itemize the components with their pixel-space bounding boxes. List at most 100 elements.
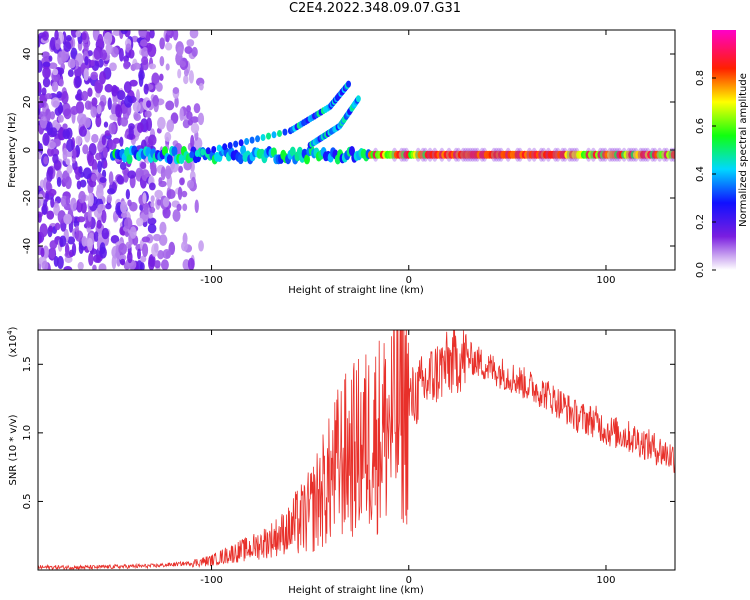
noise-blob: [75, 171, 81, 181]
noise-blob: [188, 70, 194, 84]
noise-blob: [139, 204, 144, 211]
noise-blob: [67, 69, 74, 78]
noise-blob: [78, 165, 83, 175]
noise-blob: [70, 197, 77, 212]
spectrogram-panel: -100 0 100 -40 -20 0 20 40 Height of straight l…: [7, 29, 676, 296]
noise-blob: [40, 247, 45, 258]
noise-blob: [41, 31, 49, 41]
noise-blob: [165, 100, 175, 111]
noise-blob: [81, 235, 88, 247]
noise-blob: [154, 189, 164, 199]
noise-blob: [109, 113, 118, 121]
noise-blob: [166, 30, 172, 36]
noise-blob: [189, 30, 199, 39]
noise-blob: [186, 39, 195, 47]
noise-blob: [127, 199, 132, 207]
noise-blob: [112, 30, 122, 36]
noise-blob: [106, 194, 113, 203]
branch-blob: [260, 133, 266, 141]
noise-blob: [119, 136, 124, 147]
noise-blob: [101, 135, 107, 146]
snr-scale-base: (x10: [8, 335, 19, 358]
noise-blob: [157, 116, 166, 130]
noise-blob: [82, 144, 89, 155]
noise-blob: [84, 100, 92, 110]
noise-blob: [190, 134, 195, 149]
noise-blob: [93, 254, 101, 263]
branch-blob: [282, 128, 288, 136]
noise-blob: [119, 254, 127, 261]
noise-blob: [140, 255, 147, 263]
noise-blob: [128, 125, 134, 140]
noise-blob: [166, 189, 176, 200]
noise-blob: [129, 79, 138, 87]
noise-blob: [95, 115, 102, 128]
noise-blob: [42, 61, 51, 68]
noise-blob: [70, 47, 78, 60]
noise-blob: [65, 158, 71, 165]
noise-blob: [111, 84, 118, 97]
noise-blob: [92, 264, 97, 270]
noise-blob: [141, 46, 149, 59]
carrier-blob: [237, 154, 244, 165]
noise-blob: [138, 30, 148, 38]
noise-blob: [107, 97, 112, 111]
noise-blob: [198, 82, 204, 91]
noise-blob: [39, 223, 48, 238]
noise-blob: [96, 104, 102, 115]
noise-blob: [148, 63, 157, 70]
noise-blob: [159, 221, 167, 235]
noise-blob: [116, 175, 125, 185]
noise-blob: [146, 100, 152, 108]
noise-blob: [41, 87, 47, 96]
noise-blob: [87, 192, 94, 207]
colorbar-tick-label: 0.8: [695, 70, 706, 86]
noise-blob: [181, 241, 188, 252]
noise-blob: [100, 49, 108, 61]
noise-blob: [74, 230, 84, 242]
noise-blob: [127, 170, 137, 179]
noise-blob: [159, 73, 164, 81]
noise-blob: [186, 111, 193, 120]
noise-blob: [59, 126, 64, 141]
noise-blob: [79, 179, 87, 188]
noise-blob: [65, 35, 72, 42]
noise-blob: [178, 165, 183, 174]
spectrogram-ytick-label: 0: [22, 147, 33, 153]
snr-xtick-label: 100: [596, 575, 615, 586]
noise-blob: [97, 33, 104, 48]
noise-blob: [125, 188, 131, 200]
noise-blob: [141, 56, 149, 66]
noise-blob: [94, 79, 104, 94]
noise-blob: [87, 152, 95, 167]
noise-blob: [78, 126, 87, 137]
noise-blob: [38, 35, 41, 48]
noise-blob: [41, 205, 48, 215]
noise-blob: [57, 255, 64, 270]
noise-blob: [63, 41, 72, 53]
spectrogram-ylabel: Frequency (Hz): [7, 112, 18, 188]
noise-blob: [63, 108, 72, 120]
noise-blob: [148, 211, 153, 219]
noise-blob: [49, 248, 56, 259]
noise-blob: [75, 30, 82, 38]
noise-blob: [83, 68, 89, 81]
snr-ticks: -100 0 100 0.5 1.0 1.5: [22, 330, 675, 586]
snr-xtick-label: -100: [200, 575, 223, 586]
branch-blob: [276, 129, 282, 137]
noise-blob: [81, 32, 87, 41]
colorbar-gradient: [712, 30, 736, 270]
noise-blob: [66, 164, 73, 174]
noise-blob: [194, 199, 199, 213]
noise-blob: [42, 132, 50, 146]
noise-blob: [197, 112, 205, 126]
noise-blob: [127, 251, 133, 264]
noise-blob: [49, 111, 56, 120]
noise-blob: [84, 55, 89, 66]
noise-blob: [57, 114, 64, 123]
noise-blob: [164, 165, 172, 180]
noise-blob: [105, 203, 112, 210]
noise-blob: [63, 265, 73, 270]
noise-blob: [154, 242, 159, 253]
noise-blob: [108, 122, 116, 135]
